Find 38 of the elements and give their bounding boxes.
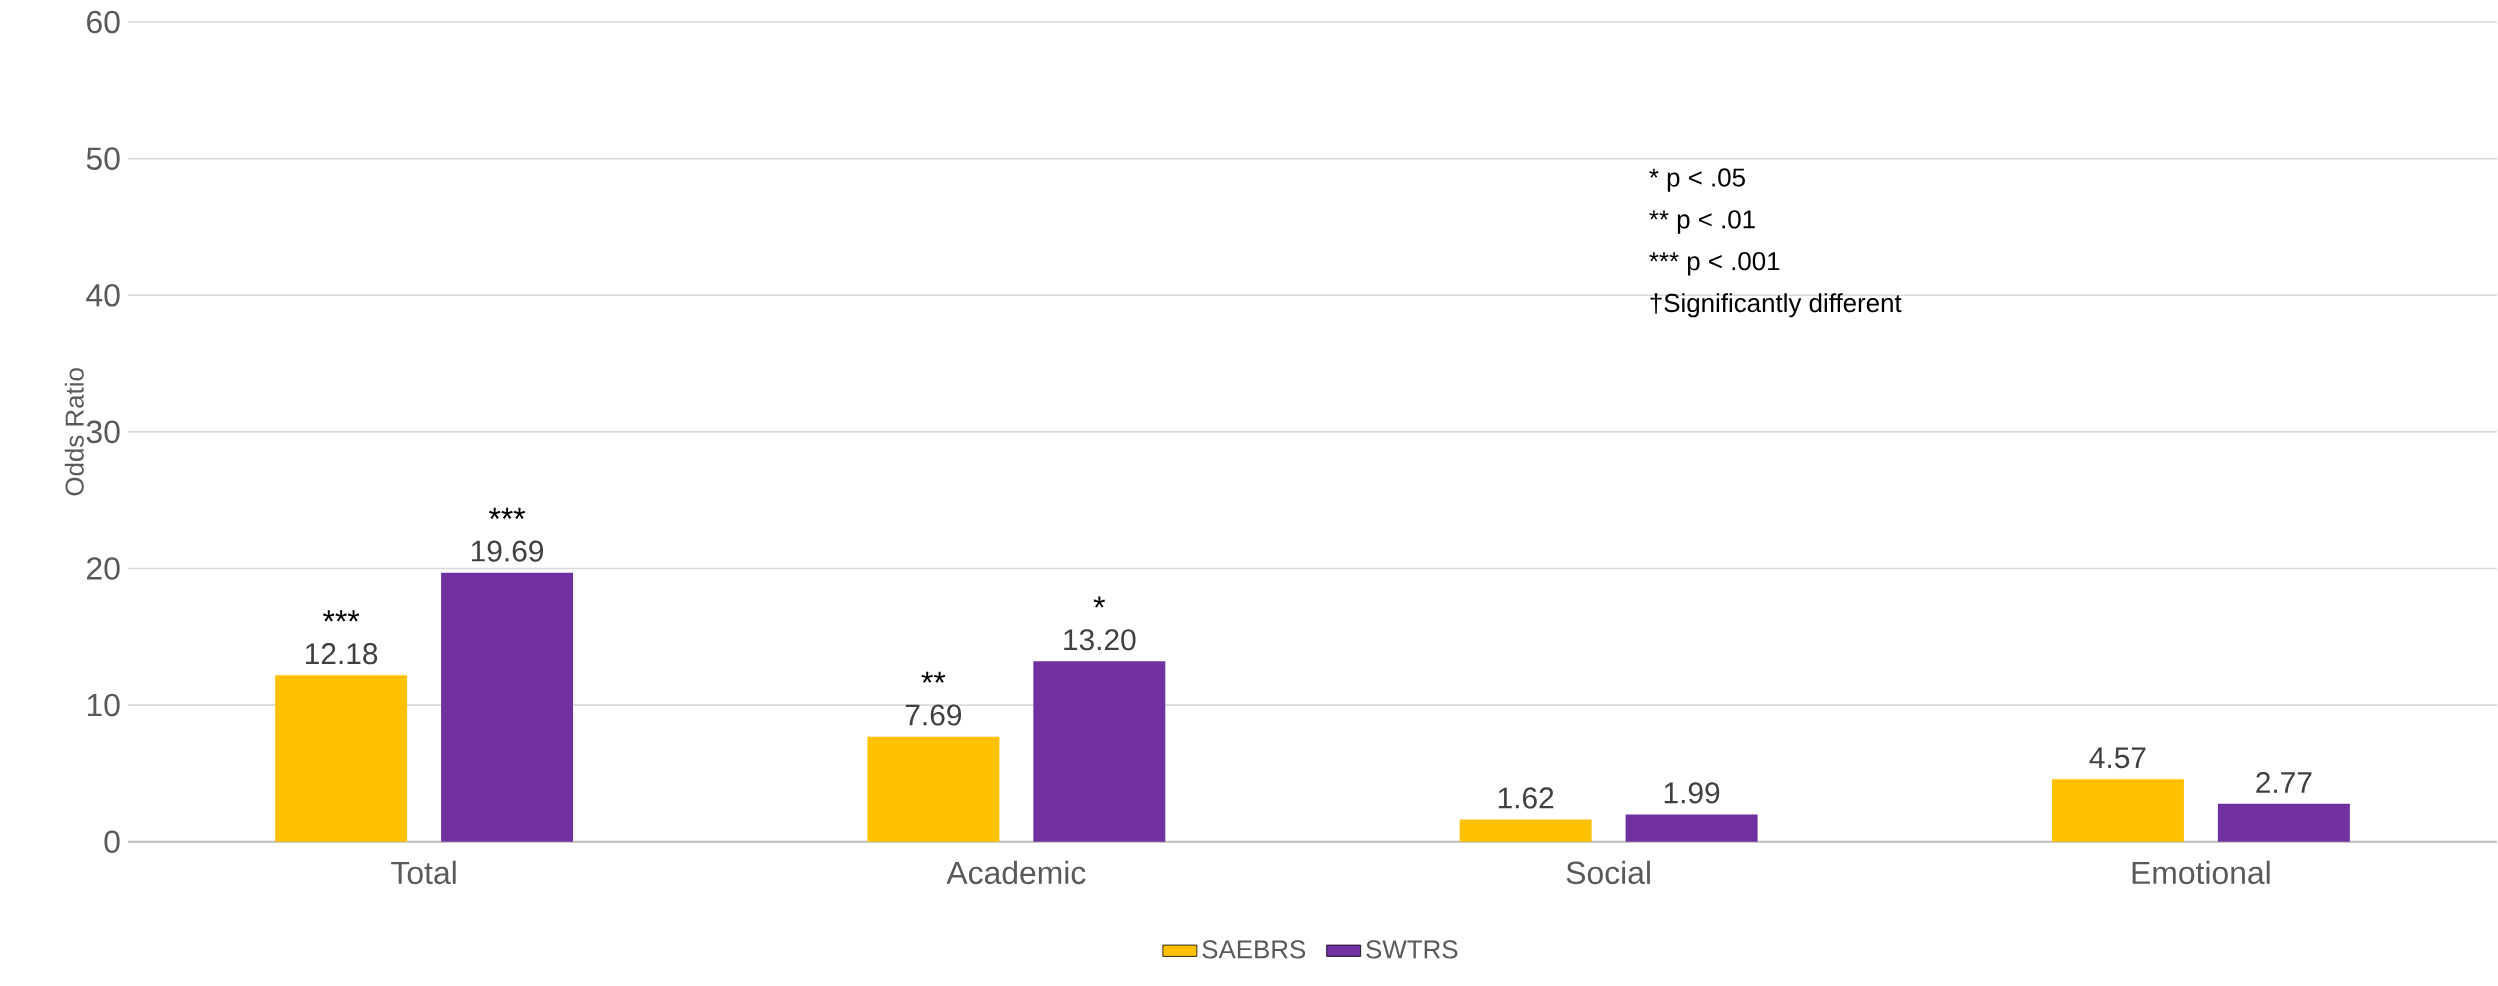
y-tick-label: 30 bbox=[86, 420, 120, 444]
x-tick-label: Emotional bbox=[2132, 860, 2270, 885]
y-tick-label: 50 bbox=[86, 147, 120, 171]
data-label: 4.57 bbox=[2089, 747, 2146, 769]
x-tick-label: Academic bbox=[946, 860, 1086, 885]
y-tick-label: 40 bbox=[86, 284, 120, 307]
y-tick-label: 20 bbox=[87, 557, 120, 580]
bar bbox=[1625, 814, 1758, 842]
legend-label: SAEBRS bbox=[1202, 940, 1306, 959]
annotation: *** bbox=[488, 507, 526, 520]
y-axis-title: Odds Ratio bbox=[64, 368, 84, 496]
data-label: 13.20 bbox=[1064, 629, 1136, 651]
data-label: 19.69 bbox=[471, 540, 543, 562]
annotation: †Significantly different bbox=[1650, 293, 1902, 318]
bar bbox=[275, 675, 408, 842]
data-label: 12.18 bbox=[306, 643, 378, 665]
bar bbox=[2217, 804, 2350, 842]
data-label: 1.62 bbox=[1498, 787, 1554, 809]
bar bbox=[1033, 661, 1166, 842]
y-tick-label: 10 bbox=[87, 693, 120, 717]
x-tick-label: Total bbox=[391, 860, 456, 885]
data-label: 2.77 bbox=[2256, 772, 2312, 793]
x-tick-label: Social bbox=[1566, 860, 1650, 885]
bar bbox=[441, 572, 574, 842]
annotation: * bbox=[1093, 596, 1106, 608]
annotation: *** p < .001 bbox=[1649, 252, 1780, 276]
annotation: *** bbox=[323, 610, 360, 622]
annotation: * p < .05 bbox=[1649, 168, 1745, 193]
y-tick-label: 0 bbox=[104, 830, 120, 854]
data-label: 1.99 bbox=[1664, 782, 1720, 804]
data-label: 7.69 bbox=[905, 704, 962, 726]
bar bbox=[867, 736, 1000, 842]
annotation: ** p < .01 bbox=[1649, 210, 1755, 234]
bar bbox=[1459, 819, 1592, 842]
bar bbox=[2051, 779, 2184, 842]
y-tick-label: 60 bbox=[87, 10, 120, 34]
annotation: ** bbox=[921, 671, 946, 684]
legend-label: SWTRS bbox=[1366, 940, 1458, 959]
